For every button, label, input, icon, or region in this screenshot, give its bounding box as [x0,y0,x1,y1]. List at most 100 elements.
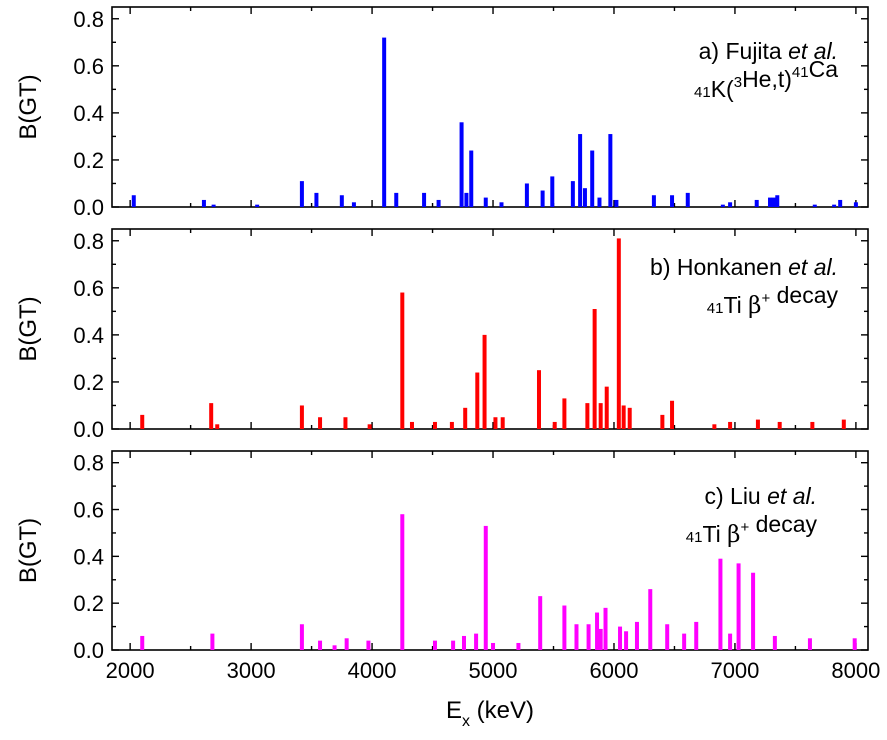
panel-a-bar [201,199,206,207]
panel-a-bar [464,192,469,207]
xtick-label: 6000 [590,658,639,683]
panel-c-bar [694,621,699,650]
panel-c-bar [344,638,349,650]
panel-b-bar [616,238,621,429]
panel-a-bar [382,37,387,208]
panel-c-annotation-line: c) Liu et al. [704,483,817,509]
panel-c-bar [736,563,741,650]
panel-b-bar [475,372,480,429]
panel-b-bar [493,417,498,429]
panel-b-bar [604,386,609,429]
panel-a-bar [255,204,260,207]
panel-a-annotation-line: 41K(3He,t)41Ca [694,56,838,102]
panel-b-bar [140,414,145,429]
panel-a-bar [524,183,529,207]
panel-a-bar [670,195,675,207]
panel-c-bar [852,638,857,650]
panel-c-ytick-label: 0.0 [73,638,104,663]
panel-b-bar [367,424,372,429]
panel-c-bar [618,626,623,650]
panel-a-bar [570,181,575,207]
panel-c-bar [432,640,437,650]
panel-c-ytick-label: 0.4 [73,544,104,569]
panel-c-bar [665,624,670,650]
panel-c-ytick-label: 0.2 [73,591,104,616]
panel-c-bar [210,633,215,650]
panel-b-bar [215,424,220,429]
panel-b-bar [562,398,567,429]
panel-c-annotation-line: 41Ti β+ decay [686,511,818,548]
panel-a-bar [459,122,464,207]
panel-a-bar [651,195,656,207]
panel-a-bar [614,199,619,207]
panel-a-ytick-label: 0.2 [73,148,104,173]
xtick-label: 5000 [469,658,518,683]
panel-c-bar [648,589,653,650]
panel-a-bar [578,134,583,207]
panel-a-bar [483,197,488,207]
xtick-label: 3000 [227,658,276,683]
panel-c-bar [598,628,603,650]
panel-c-ytick-label: 0.8 [73,451,104,476]
panel-c-bar [332,645,337,650]
panel-a-bar [422,192,427,207]
panel-a-ytick-label: 0.6 [73,54,104,79]
panel-a-bar [339,195,344,207]
panel-a-bar [211,204,216,207]
panel-a-bar [832,204,837,207]
panel-c-bar [807,638,812,650]
panel-a-bar [582,188,587,207]
panel-b-bar [810,421,815,429]
xtick-label: 2000 [106,658,155,683]
panel-c-bar [538,596,543,650]
panel-a-bar [469,150,474,207]
panel-c-bar [318,640,323,650]
panel-b-annotation-line: b) Honkanen et al. [650,254,838,280]
panel-c-bar [728,633,733,650]
panel-c-bar [474,633,479,650]
panel-b-bar [627,407,632,429]
panel-c-bar [574,624,579,650]
panel-a-ytick-label: 0.8 [73,7,104,32]
panel-b-bar [621,405,626,429]
panel-b-bar [299,405,304,429]
panel-a-bar [394,192,399,207]
panel-b-bar [500,417,505,429]
panel-a-bar [590,150,595,207]
panel-a-ylabel: B(GT) [15,74,42,139]
panel-b-bar [482,334,487,429]
panel-a-annotation-line: a) Fujita et al. [699,38,838,64]
panel-b-bar [670,400,675,429]
panel-b-bar [728,421,733,429]
panel-c-bar [718,558,723,650]
panel-b-bar [755,419,760,429]
panel-a-bar [838,199,843,207]
panel-b-frame [111,228,869,430]
panel-c-bar [586,624,591,650]
panel-a-frame [111,6,869,208]
panel-c-bar [400,514,405,650]
panel-c-bar [634,621,639,650]
panel-c-bar [451,640,456,650]
panel-b-ytick-label: 0.0 [73,417,104,442]
panel-c-bar [751,572,756,650]
panel-a-bar [771,197,776,207]
panel-a-bar [597,197,602,207]
panel-b-bar [592,309,597,429]
panel-b-bar [343,417,348,429]
panel-a-bar [853,202,858,207]
panel-c-bar [140,635,145,650]
panel-b-bar [777,421,782,429]
panel-a-bar [540,190,545,207]
panel-a-bar [499,202,504,207]
panel-b-bar [463,407,468,429]
panel-a-bar [754,199,759,207]
panel-c-ytick-label: 0.6 [73,498,104,523]
panel-c-bar [595,612,600,650]
panel-a-bar [131,195,136,207]
panel-a-bar [720,204,725,207]
panel-b-bar [598,403,603,429]
panel-b-ytick-label: 0.6 [73,276,104,301]
panel-b-bar [400,292,405,429]
